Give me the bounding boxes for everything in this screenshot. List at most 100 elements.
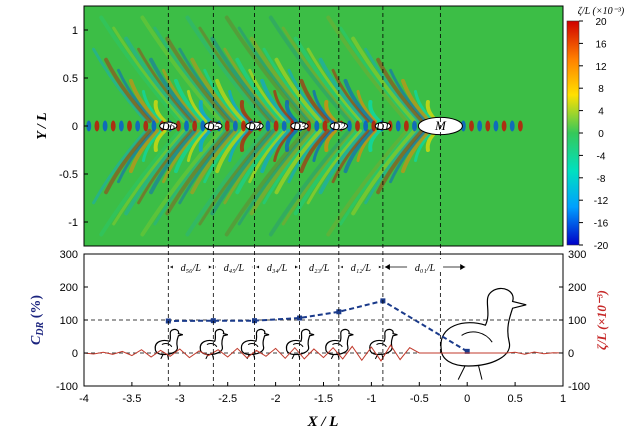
centerline-blob <box>314 120 320 132</box>
wave-crest <box>389 129 427 184</box>
wave-crest <box>215 128 246 174</box>
wave-crest <box>215 78 246 124</box>
duck-body <box>325 328 354 356</box>
centerline-blob <box>469 120 474 132</box>
drag-line-plot <box>83 253 564 387</box>
centerline-blob <box>273 120 279 132</box>
wave-crest <box>198 128 212 152</box>
right-tick-label: 100 <box>568 315 586 327</box>
centerline-blob <box>94 120 100 132</box>
wave-crest <box>198 129 272 226</box>
centerline-blob <box>346 120 352 132</box>
wave-crest <box>324 128 338 152</box>
wave-crest <box>224 128 308 237</box>
wave-crest <box>306 47 362 123</box>
x-tick-label: -3.5 <box>122 393 141 405</box>
centerline-blob <box>200 120 206 132</box>
centerline-blob <box>102 120 108 132</box>
wave-crest <box>351 36 417 124</box>
drag-ratio-point <box>297 315 303 321</box>
wave-crest <box>268 128 352 237</box>
wave-crest <box>198 100 212 124</box>
wave-crest <box>99 15 182 124</box>
wave-crest <box>239 128 253 152</box>
wave-crest <box>324 100 338 124</box>
wave-crest <box>376 128 424 195</box>
wave-crest <box>284 100 298 124</box>
wave-crest <box>190 57 238 124</box>
x-axis-label: X / L <box>307 414 339 430</box>
wave-crest <box>356 129 377 163</box>
centerline-blob <box>403 120 409 132</box>
centerline-blob <box>224 120 230 132</box>
colorbar-tick-label: 4 <box>598 107 604 118</box>
duck-body <box>285 328 315 356</box>
colorbar-tick-label: -20 <box>594 241 609 252</box>
centerline-blob <box>265 120 271 132</box>
wave-crest <box>228 129 249 163</box>
wave-crest <box>281 129 355 226</box>
wave-crest <box>376 57 424 124</box>
spacing-label-bg <box>259 259 296 272</box>
x-tick-label: 0 <box>464 393 470 405</box>
spacing-label: d₀₁/L <box>415 263 436 274</box>
wave-crest <box>104 128 152 195</box>
duck-wing <box>461 331 493 343</box>
wave-crest <box>237 26 311 123</box>
duck-wing <box>247 342 259 348</box>
colorbar-tick-label: 20 <box>595 17 607 28</box>
spacing-label-bg <box>172 259 209 272</box>
wave-crest <box>401 78 432 124</box>
wave-crest <box>249 36 315 124</box>
wave-crest <box>368 128 382 152</box>
wave-crest <box>287 129 326 184</box>
right-tick-label: 0 <box>568 348 574 360</box>
centerline-blob <box>143 120 149 132</box>
drag-ratio-point <box>165 318 171 324</box>
wave-crest <box>178 47 234 123</box>
spacing-label: d₅₆/L <box>181 263 202 274</box>
wave-crest <box>153 128 167 152</box>
y-tick-label: 1 <box>72 25 78 37</box>
centerline-blob <box>175 120 181 132</box>
wave-crest <box>293 36 359 124</box>
wave-pattern <box>86 15 523 237</box>
wave-crest <box>235 57 283 124</box>
centerline-blob <box>184 120 189 132</box>
spacing-labels: d₅₆/L d₄₅/L d₃₄/L d₂₃/L d₁₂/L d₀₁/L <box>170 259 466 274</box>
duck-wing <box>292 342 304 348</box>
wave-crest <box>140 15 223 124</box>
centerline-blob <box>118 120 124 132</box>
x-tick-label: -2.5 <box>218 393 237 405</box>
centerline-blob <box>412 120 417 132</box>
wave-crest <box>128 128 160 174</box>
colorbar-tick-label: 12 <box>595 62 607 73</box>
left-tick-label: -100 <box>56 381 78 393</box>
centerline-blob <box>395 120 401 132</box>
spacing-label: d₃₄/L <box>267 263 288 274</box>
wave-crest <box>235 128 283 195</box>
wave-crest <box>326 128 409 237</box>
wave-crest <box>210 128 276 216</box>
spacing-label-bg <box>407 259 444 272</box>
wave-crest <box>260 128 291 174</box>
y-tick-label: -1 <box>68 217 78 229</box>
wave-crest <box>153 129 227 226</box>
body-label: D1 <box>375 121 389 133</box>
colorbar-title: ζ/L (×10⁻³) <box>578 6 625 17</box>
wave-crest <box>262 47 318 123</box>
wave-crest <box>389 68 427 123</box>
wave-crest <box>318 57 367 124</box>
centerline-blob <box>151 120 157 132</box>
drag-ratio-point <box>252 318 258 324</box>
wave-crest <box>224 15 308 124</box>
spacing-label: d₂₃/L <box>309 263 330 274</box>
centerline-blob <box>477 120 483 132</box>
wave-crest <box>112 129 185 226</box>
colorbar-tick-label: -12 <box>594 196 609 207</box>
body-connector-lines <box>167 6 441 386</box>
wave-crest <box>198 26 272 123</box>
y-tick-label: -0.5 <box>59 169 78 181</box>
wave-crest <box>343 78 374 124</box>
wave-crest <box>401 128 432 174</box>
